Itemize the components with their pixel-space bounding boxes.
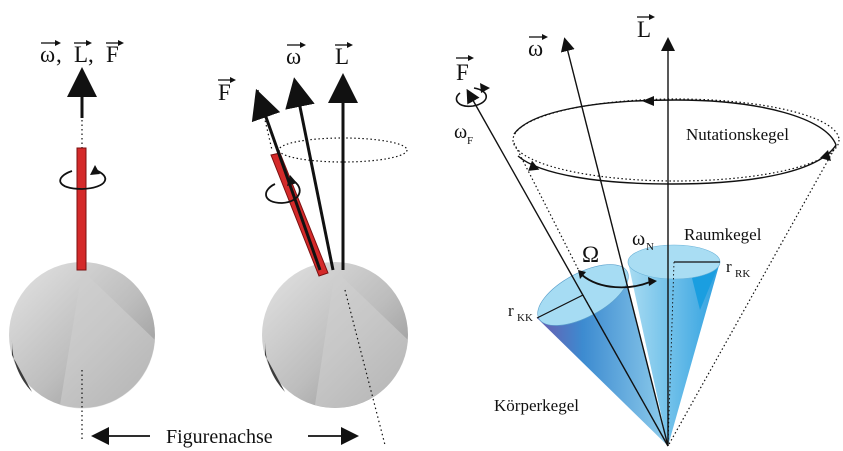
Omega-arc [581,274,651,289]
figurenachse-annotation: Figurenachse [91,426,359,448]
cone-F-vector [466,88,669,447]
koerperkegel-label: Körperkegel [494,396,579,415]
nutation-arrow-2 [528,160,540,171]
nutationskegel-label: Nutationskegel [686,125,789,144]
cone-omega-vector [560,37,669,447]
middle-omega-vector [285,77,335,271]
left-label-F: F [106,42,119,67]
Omega-arrowhead-left [578,270,586,279]
middle-rotation-arrowhead [287,175,297,186]
left-label-sep2: , [88,42,94,67]
middle-F-vector [251,88,322,271]
middle-label-L: L [335,44,349,69]
omega-N-sub: N [646,241,654,253]
figurenachse-label: Figurenachse [166,426,273,448]
omega-F-arrowhead [480,83,490,93]
cone-vec-tip-F [468,55,474,61]
nutation-cone-right-edge [667,145,837,447]
omega-N-label: ω [632,228,645,250]
cone-vec-tip-L [649,14,655,20]
left-vec-tip-L [86,40,92,46]
left-rotation-arrow [59,169,107,190]
middle-rotation-arrow [265,179,301,204]
nutation-arc-solid [513,99,837,185]
middle-F-axis-dotted [257,89,273,151]
left-rod [76,147,87,271]
cone-diagram: F ω L ω F Nutationskegel ω N Raumkegel Ω… [454,14,840,447]
Omega-label: Ω [582,242,599,267]
raumkegel-cone [628,262,720,446]
raumkegel-dotted-axis [667,261,675,447]
omega-F-sub: F [467,135,473,147]
omega-F-label: ω [454,121,467,143]
left-rotation-arrowhead [90,165,100,175]
left-label-sep1: , [56,42,62,67]
nutation-arrow-1 [642,96,654,106]
middle-vec-tip-L [347,42,353,48]
cone-vec-tip-omega [542,34,548,40]
cone-label-omega: ω [528,36,543,61]
omega-F-rotation [455,87,488,108]
koerperkegel-radius [536,294,584,319]
cone-label-L: L [637,17,651,42]
middle-gyroscope: F ω L [218,42,408,446]
middle-label-omega: ω [286,44,301,69]
Omega-arrowhead-right [648,277,657,286]
r-RK-label: r [726,257,732,276]
r-KK-sub: KK [517,312,533,324]
cone-label-F: F [456,60,469,85]
r-KK-label: r [508,301,514,320]
nutation-cone-ellipse [512,98,840,182]
middle-sphere-shadow [315,270,408,408]
left-label-omega: ω [40,42,55,67]
r-RK-sub: RK [735,268,750,280]
nutation-cone-left-edge [513,142,669,447]
left-sphere-shadow [60,270,155,409]
nutation-arrow-3 [820,150,831,161]
left-gyroscope: ω , L , F [9,40,155,440]
middle-label-F: F [218,80,231,105]
left-vec-tip-F [118,40,124,46]
raumkegel-label: Raumkegel [684,225,762,244]
left-label-L: L [74,42,88,67]
middle-vec-tip-F [230,77,236,83]
left-vec-tip-omega [55,40,61,46]
middle-vec-tip-omega [300,42,306,48]
